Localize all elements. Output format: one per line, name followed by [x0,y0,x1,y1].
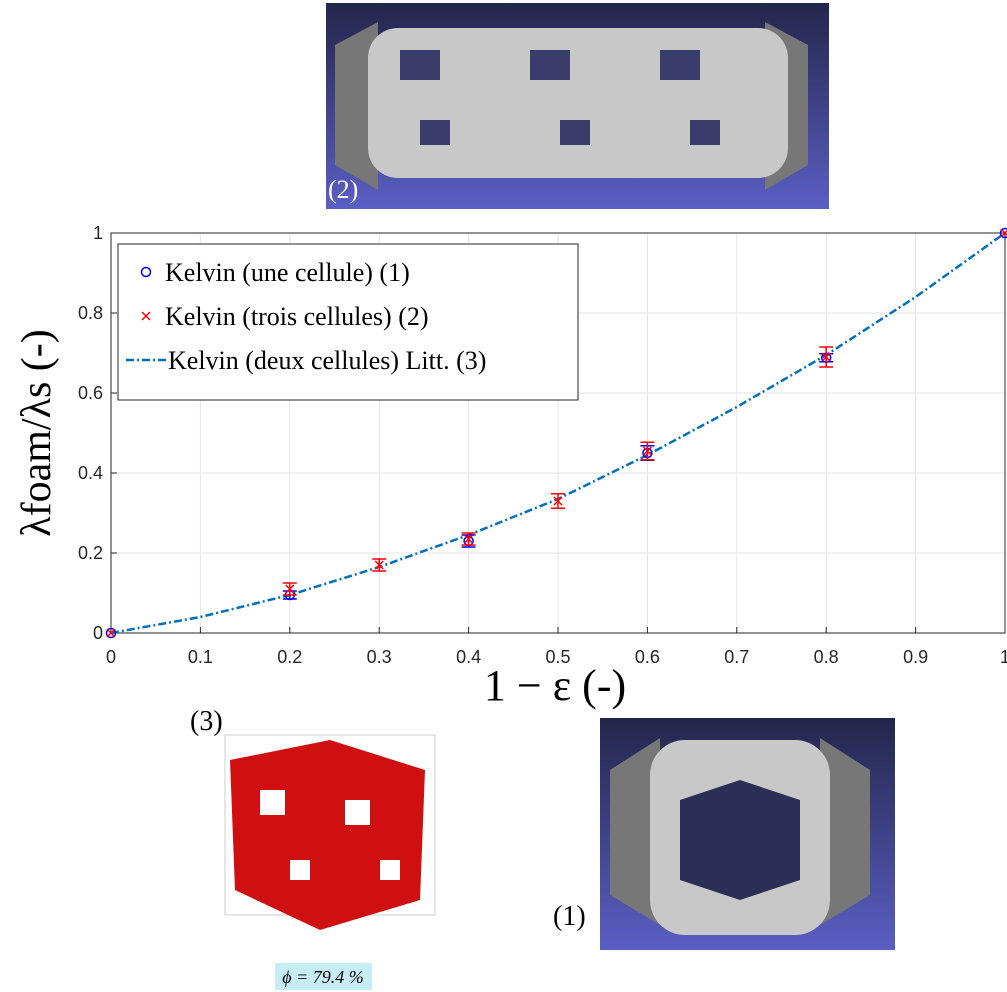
point [105,627,117,639]
point [1000,228,1007,238]
image-two-cells: (3) ϕ = 79.4 % [190,706,436,990]
annotation: (3) [190,706,223,737]
point [106,628,116,638]
x-tick-label: 0.7 [724,647,749,667]
y-axis-label: λfoam/λs (-) [14,329,60,537]
legend-box [117,243,579,401]
y-tick-label: 0.6 [78,383,103,403]
annotation: (2) [328,175,358,204]
x-tick-label: 0.1 [188,647,213,667]
legend-label: Kelvin (une cellule) (1) [165,258,410,287]
x-tick-label: 0.4 [456,647,481,667]
image-one-cell: (1) [553,718,895,950]
x-tick-label: 0.9 [903,647,928,667]
x-axis-label: 1 − ε (-) [484,661,626,710]
x-tick-label: 0.8 [814,647,839,667]
axes-box [110,232,1006,634]
x-tick-label: 1 [1000,647,1007,667]
y-tick-label: 0.8 [78,303,103,323]
annotation: ϕ = 79.4 % [282,967,363,987]
x-tick-label: 0.6 [635,647,660,667]
image-three-cells: (2) [326,3,829,209]
x-tick-label: 0.3 [367,647,392,667]
point [642,446,652,456]
legend-label: Kelvin (deux cellules) Litt. (3) [168,346,486,375]
y-tick-label: 0 [93,623,103,643]
x-tick-label: 0 [106,647,116,667]
x-tick-label: 0.5 [545,647,570,667]
annotation: (1) [553,901,586,932]
point [464,534,474,544]
y-tick-label: 0.4 [78,463,103,483]
legend-marker [141,311,151,321]
point [999,227,1007,239]
point [285,584,295,594]
legend-label: Kelvin (trois cellules) (2) [165,302,429,331]
point [821,352,831,362]
x-tick-label: 0.2 [277,647,302,667]
y-tick-label: 0.2 [78,543,103,563]
point [553,496,563,506]
y-tick-label: 1 [93,223,103,243]
legend-marker [140,266,152,278]
point [374,560,384,570]
